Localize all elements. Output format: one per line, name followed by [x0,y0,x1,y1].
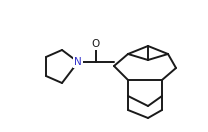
Text: N: N [74,57,82,67]
Text: O: O [92,39,100,49]
